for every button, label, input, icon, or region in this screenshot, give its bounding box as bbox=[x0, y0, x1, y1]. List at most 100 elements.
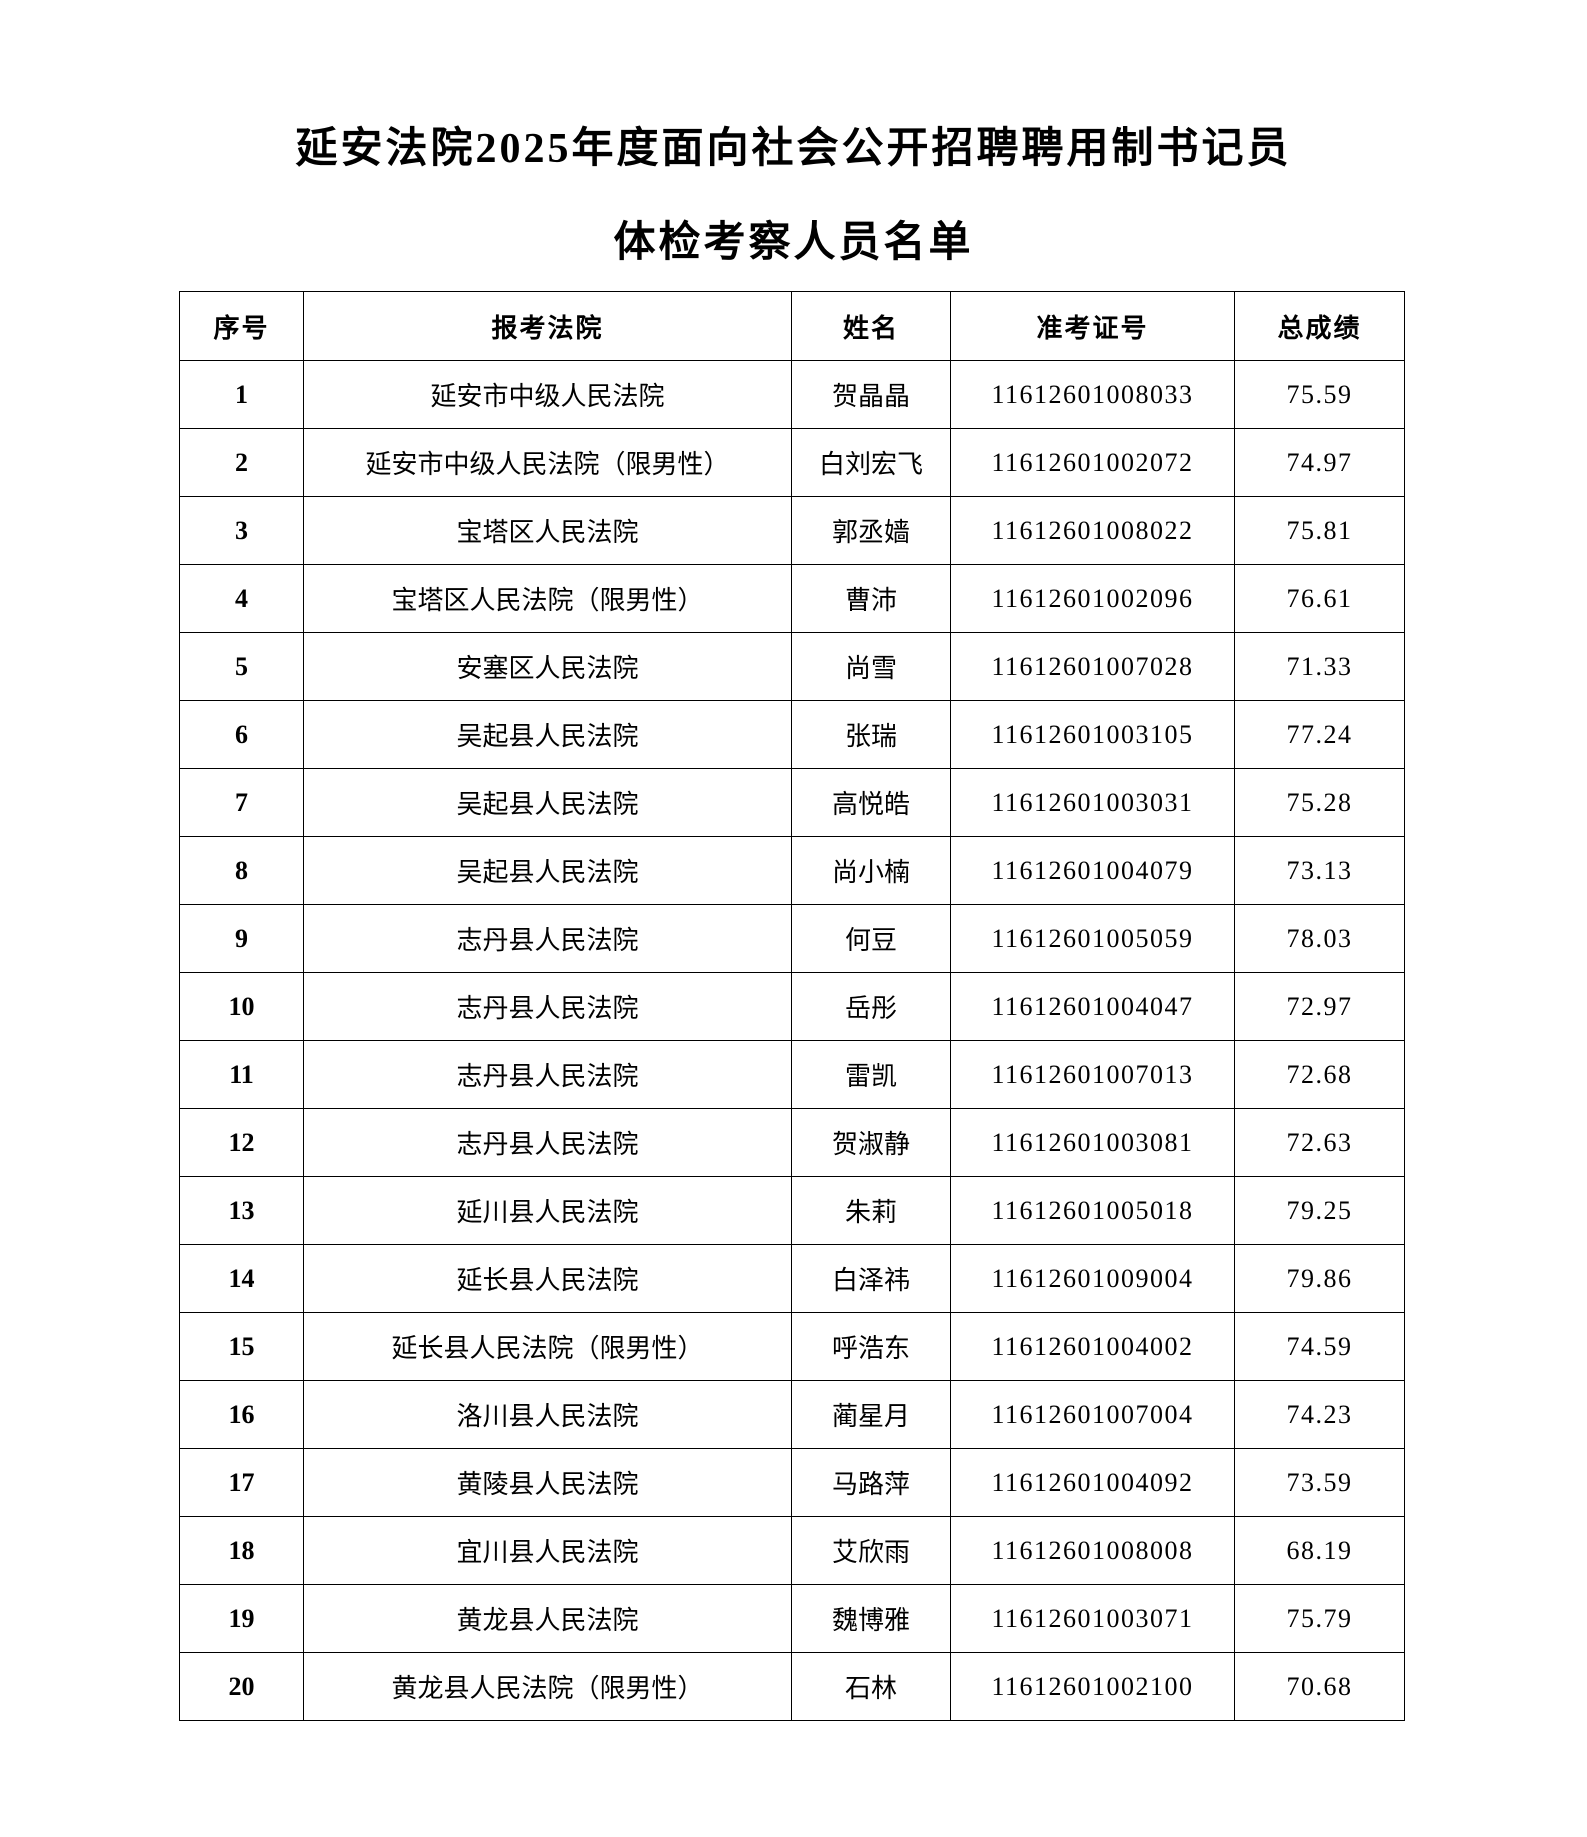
table-row: 4 宝塔区人民法院（限男性） 曹沛 11612601002096 76.61 bbox=[179, 564, 1405, 633]
cell-score: 75.81 bbox=[1234, 496, 1405, 565]
cell-name: 贺晶晶 bbox=[791, 360, 951, 429]
cell-score: 71.33 bbox=[1234, 632, 1405, 701]
cell-court: 延川县人民法院 bbox=[303, 1176, 792, 1245]
cell-exam-id: 11612601008008 bbox=[950, 1516, 1235, 1585]
cell-court: 安塞区人民法院 bbox=[303, 632, 792, 701]
cell-name: 贺淑静 bbox=[791, 1108, 951, 1177]
cell-exam-id: 11612601003105 bbox=[950, 700, 1235, 769]
cell-exam-id: 11612601002100 bbox=[950, 1652, 1235, 1721]
cell-score: 79.86 bbox=[1234, 1244, 1405, 1313]
cell-index: 11 bbox=[179, 1040, 304, 1109]
cell-exam-id: 11612601008033 bbox=[950, 360, 1235, 429]
cell-score: 72.68 bbox=[1234, 1040, 1405, 1109]
cell-name: 郭丞嫱 bbox=[791, 496, 951, 565]
cell-index: 1 bbox=[179, 360, 304, 429]
table-row: 3 宝塔区人民法院 郭丞嫱 11612601008022 75.81 bbox=[179, 496, 1405, 565]
cell-index: 13 bbox=[179, 1176, 304, 1245]
cell-exam-id: 11612601003031 bbox=[950, 768, 1235, 837]
cell-name: 曹沛 bbox=[791, 564, 951, 633]
document-subtitle: 体检考察人员名单 bbox=[613, 220, 974, 266]
cell-court: 延安市中级人民法院 bbox=[303, 360, 792, 429]
document-title: 延安法院2025年度面向社会公开招聘聘用制书记员 bbox=[295, 126, 1292, 172]
table-row: 20 黄龙县人民法院（限男性） 石林 11612601002100 70.68 bbox=[179, 1652, 1405, 1721]
table-row: 19 黄龙县人民法院 魏博雅 11612601003071 75.79 bbox=[179, 1584, 1405, 1653]
table-row: 8 吴起县人民法院 尚小楠 11612601004079 73.13 bbox=[179, 836, 1405, 905]
cell-court: 宝塔区人民法院（限男性） bbox=[303, 564, 792, 633]
table-row: 14 延长县人民法院 白泽祎 11612601009004 79.86 bbox=[179, 1244, 1405, 1313]
cell-name: 何豆 bbox=[791, 904, 951, 973]
cell-score: 75.59 bbox=[1234, 360, 1405, 429]
table-row: 1 延安市中级人民法院 贺晶晶 11612601008033 75.59 bbox=[179, 360, 1405, 429]
cell-index: 4 bbox=[179, 564, 304, 633]
table-row: 15 延长县人民法院（限男性） 呼浩东 11612601004002 74.59 bbox=[179, 1312, 1405, 1381]
cell-court: 延长县人民法院 bbox=[303, 1244, 792, 1313]
cell-court: 洛川县人民法院 bbox=[303, 1380, 792, 1449]
cell-court: 延安市中级人民法院（限男性） bbox=[303, 428, 792, 497]
table-row: 9 志丹县人民法院 何豆 11612601005059 78.03 bbox=[179, 904, 1405, 973]
cell-score: 74.97 bbox=[1234, 428, 1405, 497]
cell-index: 17 bbox=[179, 1448, 304, 1517]
header-exam-id: 准考证号 bbox=[950, 291, 1235, 361]
cell-exam-id: 11612601005018 bbox=[950, 1176, 1235, 1245]
cell-index: 18 bbox=[179, 1516, 304, 1585]
cell-index: 19 bbox=[179, 1584, 304, 1653]
cell-index: 3 bbox=[179, 496, 304, 565]
cell-name: 呼浩东 bbox=[791, 1312, 951, 1381]
cell-index: 20 bbox=[179, 1652, 304, 1721]
cell-court: 宜川县人民法院 bbox=[303, 1516, 792, 1585]
cell-index: 9 bbox=[179, 904, 304, 973]
table-row: 17 黄陵县人民法院 马路萍 11612601004092 73.59 bbox=[179, 1448, 1405, 1517]
cell-score: 74.59 bbox=[1234, 1312, 1405, 1381]
cell-court: 黄龙县人民法院（限男性） bbox=[303, 1652, 792, 1721]
table-row: 12 志丹县人民法院 贺淑静 11612601003081 72.63 bbox=[179, 1108, 1405, 1177]
table-row: 5 安塞区人民法院 尚雪 11612601007028 71.33 bbox=[179, 632, 1405, 701]
cell-index: 2 bbox=[179, 428, 304, 497]
cell-index: 16 bbox=[179, 1380, 304, 1449]
cell-court: 宝塔区人民法院 bbox=[303, 496, 792, 565]
header-score: 总成绩 bbox=[1234, 291, 1405, 361]
cell-exam-id: 11612601008022 bbox=[950, 496, 1235, 565]
cell-exam-id: 11612601004079 bbox=[950, 836, 1235, 905]
cell-name: 朱莉 bbox=[791, 1176, 951, 1245]
cell-exam-id: 11612601007013 bbox=[950, 1040, 1235, 1109]
cell-court: 志丹县人民法院 bbox=[303, 904, 792, 973]
cell-score: 77.24 bbox=[1234, 700, 1405, 769]
cell-score: 78.03 bbox=[1234, 904, 1405, 973]
cell-score: 79.25 bbox=[1234, 1176, 1405, 1245]
cell-court: 吴起县人民法院 bbox=[303, 700, 792, 769]
cell-exam-id: 11612601003081 bbox=[950, 1108, 1235, 1177]
cell-court: 吴起县人民法院 bbox=[303, 768, 792, 837]
cell-name: 雷凯 bbox=[791, 1040, 951, 1109]
cell-exam-id: 11612601007004 bbox=[950, 1380, 1235, 1449]
cell-score: 74.23 bbox=[1234, 1380, 1405, 1449]
cell-name: 尚小楠 bbox=[791, 836, 951, 905]
cell-score: 76.61 bbox=[1234, 564, 1405, 633]
cell-court: 黄龙县人民法院 bbox=[303, 1584, 792, 1653]
cell-index: 5 bbox=[179, 632, 304, 701]
cell-name: 石林 bbox=[791, 1652, 951, 1721]
cell-exam-id: 11612601004002 bbox=[950, 1312, 1235, 1381]
cell-score: 68.19 bbox=[1234, 1516, 1405, 1585]
cell-exam-id: 11612601007028 bbox=[950, 632, 1235, 701]
cell-score: 73.59 bbox=[1234, 1448, 1405, 1517]
table-row: 2 延安市中级人民法院（限男性） 白刘宏飞 11612601002072 74.97 bbox=[179, 428, 1405, 497]
cell-exam-id: 11612601005059 bbox=[950, 904, 1235, 973]
cell-exam-id: 11612601009004 bbox=[950, 1244, 1235, 1313]
cell-index: 12 bbox=[179, 1108, 304, 1177]
cell-name: 张瑞 bbox=[791, 700, 951, 769]
candidate-table: 序号 报考法院 姓名 准考证号 总成绩 1 延安市中级人民法院 贺晶晶 1161260… bbox=[179, 291, 1405, 1721]
cell-score: 73.13 bbox=[1234, 836, 1405, 905]
cell-court: 志丹县人民法院 bbox=[303, 1108, 792, 1177]
table-row: 18 宜川县人民法院 艾欣雨 11612601008008 68.19 bbox=[179, 1516, 1405, 1585]
cell-name: 白泽祎 bbox=[791, 1244, 951, 1313]
cell-index: 8 bbox=[179, 836, 304, 905]
cell-index: 15 bbox=[179, 1312, 304, 1381]
cell-score: 72.97 bbox=[1234, 972, 1405, 1041]
cell-name: 魏博雅 bbox=[791, 1584, 951, 1653]
cell-index: 7 bbox=[179, 768, 304, 837]
cell-court: 吴起县人民法院 bbox=[303, 836, 792, 905]
cell-court: 志丹县人民法院 bbox=[303, 1040, 792, 1109]
cell-exam-id: 11612601003071 bbox=[950, 1584, 1235, 1653]
table-row: 6 吴起县人民法院 张瑞 11612601003105 77.24 bbox=[179, 700, 1405, 769]
cell-name: 高悦皓 bbox=[791, 768, 951, 837]
